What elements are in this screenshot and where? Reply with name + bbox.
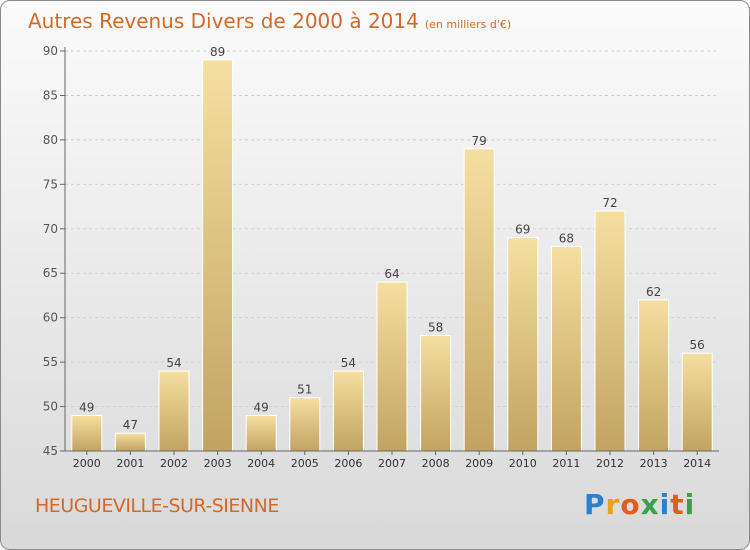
value-label: 54	[341, 356, 356, 370]
value-label: 62	[646, 285, 661, 299]
y-tick-label: 55	[43, 355, 58, 369]
logo-letter: r	[605, 488, 621, 521]
bar-2009	[463, 148, 495, 452]
value-label: 79	[472, 134, 487, 148]
x-tick-label: 2014	[683, 457, 711, 470]
x-tick-label: 2001	[116, 457, 144, 470]
proxiti-logo[interactable]: Proxiti	[584, 488, 695, 521]
logo-letter: o	[620, 488, 641, 521]
bar-2000	[71, 414, 103, 452]
value-label: 68	[559, 232, 574, 246]
bar-2001	[114, 432, 146, 452]
bar-2011	[550, 246, 582, 452]
x-tick-label: 2003	[204, 457, 232, 470]
x-tick-label: 2010	[509, 457, 537, 470]
bar-2007	[376, 281, 408, 452]
y-tick-label: 85	[43, 88, 58, 102]
bar-2002	[158, 370, 190, 452]
logo-letter: i	[684, 488, 696, 521]
logo-letter: t	[670, 488, 685, 521]
y-tick-label: 45	[43, 444, 58, 458]
labels: 49 2000 47 2001 54 2002 89 2003 49 2004 51 2005 54 20…	[73, 45, 711, 470]
value-label: 56	[690, 338, 705, 352]
title-unit: (en milliers d'€)	[424, 18, 512, 31]
x-tick-label: 2012	[596, 457, 624, 470]
bar-2006	[332, 370, 364, 452]
axes: 45 50 55 60 65 70 75 80 85 90	[43, 44, 719, 458]
x-tick-label: 2002	[160, 457, 188, 470]
chart-title: Autres Revenus Divers de 2000 à 2014 (en …	[28, 9, 511, 33]
x-tick-label: 2009	[465, 457, 493, 470]
x-tick-label: 2000	[73, 457, 101, 470]
bars	[71, 59, 713, 452]
bar-2004	[245, 414, 277, 452]
bar-2005	[289, 397, 321, 452]
y-tick-label: 90	[43, 44, 58, 58]
value-label: 47	[123, 418, 138, 432]
x-tick-label: 2008	[422, 457, 450, 470]
value-label: 49	[254, 400, 269, 414]
value-label: 49	[79, 400, 94, 414]
y-tick-label: 50	[43, 400, 58, 414]
title-text: Autres Revenus Divers de 2000 à 2014	[28, 9, 419, 33]
bar-2014	[681, 352, 713, 452]
x-tick-label: 2007	[378, 457, 406, 470]
y-tick-label: 60	[43, 311, 58, 325]
bar-2003	[202, 59, 234, 452]
bar-2012	[594, 210, 626, 452]
value-label: 89	[210, 45, 225, 59]
location-label: HEUGUEVILLE-SUR-SIENNE	[35, 495, 279, 517]
x-tick-label: 2004	[247, 457, 275, 470]
bar-2010	[507, 237, 539, 452]
x-tick-label: 2011	[552, 457, 580, 470]
x-tick-label: 2013	[640, 457, 668, 470]
value-label: 64	[384, 267, 399, 281]
bar-2008	[420, 334, 452, 452]
bar-2013	[638, 299, 670, 452]
x-tick-label: 2005	[291, 457, 319, 470]
value-label: 69	[515, 223, 530, 237]
value-label: 51	[297, 383, 312, 397]
value-label: 58	[428, 320, 443, 334]
y-tick-label: 65	[43, 266, 58, 280]
logo-letter: P	[584, 488, 606, 521]
y-tick-label: 70	[43, 222, 58, 236]
logo-letter: x	[640, 488, 660, 521]
logo-letter: i	[659, 488, 671, 521]
y-tick-label: 75	[43, 177, 58, 191]
value-label: 72	[602, 196, 617, 210]
x-tick-label: 2006	[334, 457, 362, 470]
y-tick-label: 80	[43, 133, 58, 147]
value-label: 54	[166, 356, 181, 370]
